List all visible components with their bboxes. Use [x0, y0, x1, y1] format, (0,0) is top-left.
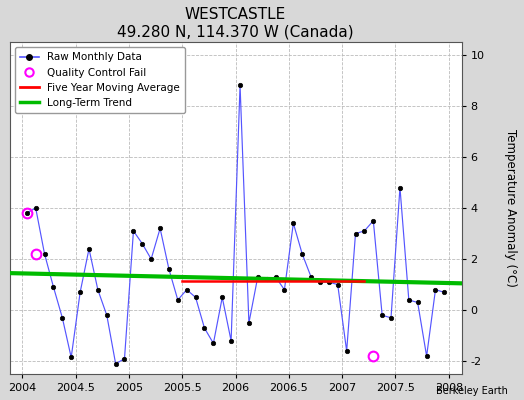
Text: Berkeley Earth: Berkeley Earth — [436, 386, 508, 396]
Y-axis label: Temperature Anomaly (°C): Temperature Anomaly (°C) — [504, 129, 517, 287]
Legend: Raw Monthly Data, Quality Control Fail, Five Year Moving Average, Long-Term Tren: Raw Monthly Data, Quality Control Fail, … — [15, 47, 185, 113]
Title: WESTCASTLE
49.280 N, 114.370 W (Canada): WESTCASTLE 49.280 N, 114.370 W (Canada) — [117, 7, 354, 39]
